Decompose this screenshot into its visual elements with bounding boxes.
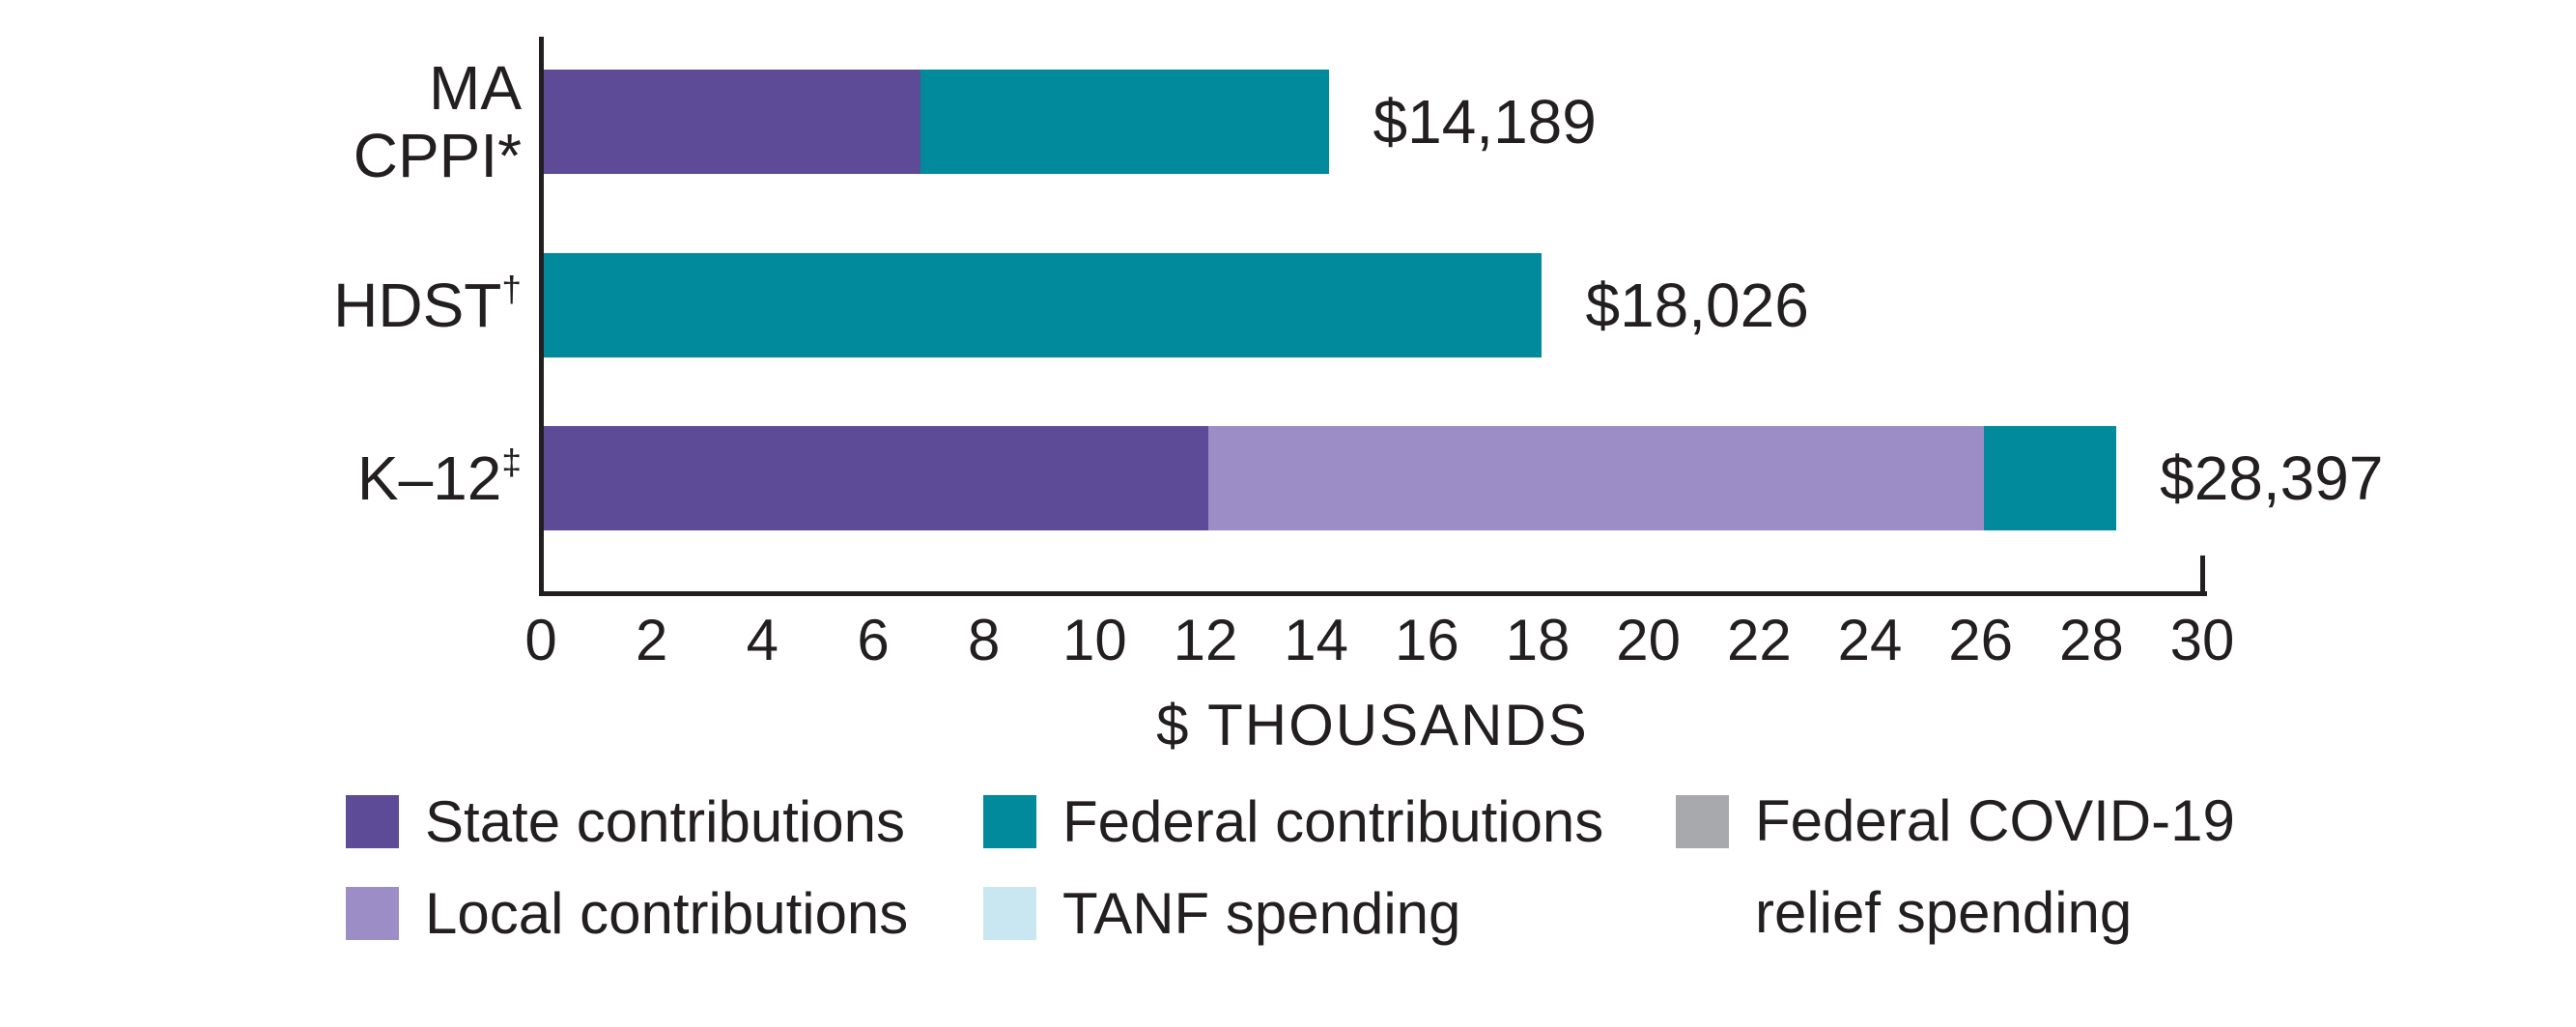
y-axis-line bbox=[539, 37, 544, 596]
category-label-ma-cppi: MA CPPI* bbox=[353, 53, 522, 190]
x-axis-line bbox=[539, 591, 2207, 596]
legend-item-local-contributions: Local contributions bbox=[346, 881, 909, 946]
x-tick-label-18: 18 bbox=[1505, 608, 1571, 672]
x-tick-label-28: 28 bbox=[2058, 608, 2124, 672]
bar-segment-hdst-federal-contributions bbox=[544, 253, 1543, 357]
x-tick-label-2: 2 bbox=[635, 608, 668, 672]
x-tick-label-12: 12 bbox=[1173, 608, 1238, 672]
x-tick-label-26: 26 bbox=[1948, 608, 2014, 672]
legend-label-local-contributions: Local contributions bbox=[425, 881, 909, 946]
value-label-ma-cppi: $14,189 bbox=[1373, 87, 1597, 157]
legend-item-federal-covid-19-relief-spending: Federal COVID-19 relief spending bbox=[1676, 788, 2235, 958]
legend-label-tanf-spending: TANF spending bbox=[1062, 881, 1461, 946]
value-label-hdst: $18,026 bbox=[1585, 271, 1809, 340]
category-label-hdst: HDST† bbox=[333, 268, 522, 340]
bar-segment-k-12-federal-contributions bbox=[1983, 426, 2117, 530]
x-tick-label-16: 16 bbox=[1394, 608, 1459, 672]
legend-item-state-contributions: State contributions bbox=[346, 789, 905, 854]
x-tick-label-8: 8 bbox=[967, 608, 1001, 672]
legend-item-tanf-spending: TANF spending bbox=[983, 881, 1461, 946]
x-tick-label-22: 22 bbox=[1726, 608, 1792, 672]
x-tick-label-20: 20 bbox=[1616, 608, 1682, 672]
legend-swatch-local-contributions bbox=[346, 887, 399, 940]
bar-segment-ma-cppi-federal-contributions bbox=[920, 70, 1330, 174]
legend-label-federal-contributions: Federal contributions bbox=[1062, 789, 1604, 854]
x-tick-label-6: 6 bbox=[857, 608, 890, 672]
x-tick-label-24: 24 bbox=[1837, 608, 1903, 672]
legend-swatch-federal-contributions bbox=[983, 795, 1036, 848]
category-label-k-12: K–12‡ bbox=[356, 441, 522, 513]
value-label-k-12: $28,397 bbox=[2160, 443, 2384, 513]
legend-swatch-federal-covid-19-relief-spending bbox=[1676, 795, 1729, 848]
x-tick-label-10: 10 bbox=[1062, 608, 1127, 672]
legend-swatch-state-contributions bbox=[346, 795, 399, 848]
legend-label-federal-covid-19-relief-spending: Federal COVID-19 relief spending bbox=[1755, 788, 2235, 945]
x-tick-label-30: 30 bbox=[2169, 608, 2235, 672]
legend-swatch-tanf-spending bbox=[983, 887, 1036, 940]
x-axis-title: $ THOUSANDS bbox=[1156, 693, 1589, 757]
bar-segment-ma-cppi-state-contributions bbox=[544, 70, 920, 174]
legend-item-federal-contributions: Federal contributions bbox=[983, 789, 1604, 854]
x-axis-end-tick bbox=[2200, 556, 2205, 591]
x-tick-label-14: 14 bbox=[1284, 608, 1349, 672]
x-tick-label-4: 4 bbox=[746, 608, 779, 672]
x-tick-label-0: 0 bbox=[524, 608, 557, 672]
legend-label-state-contributions: State contributions bbox=[425, 789, 905, 854]
bar-segment-k-12-local-contributions bbox=[1208, 426, 1984, 530]
bar-segment-k-12-state-contributions bbox=[544, 426, 1208, 530]
